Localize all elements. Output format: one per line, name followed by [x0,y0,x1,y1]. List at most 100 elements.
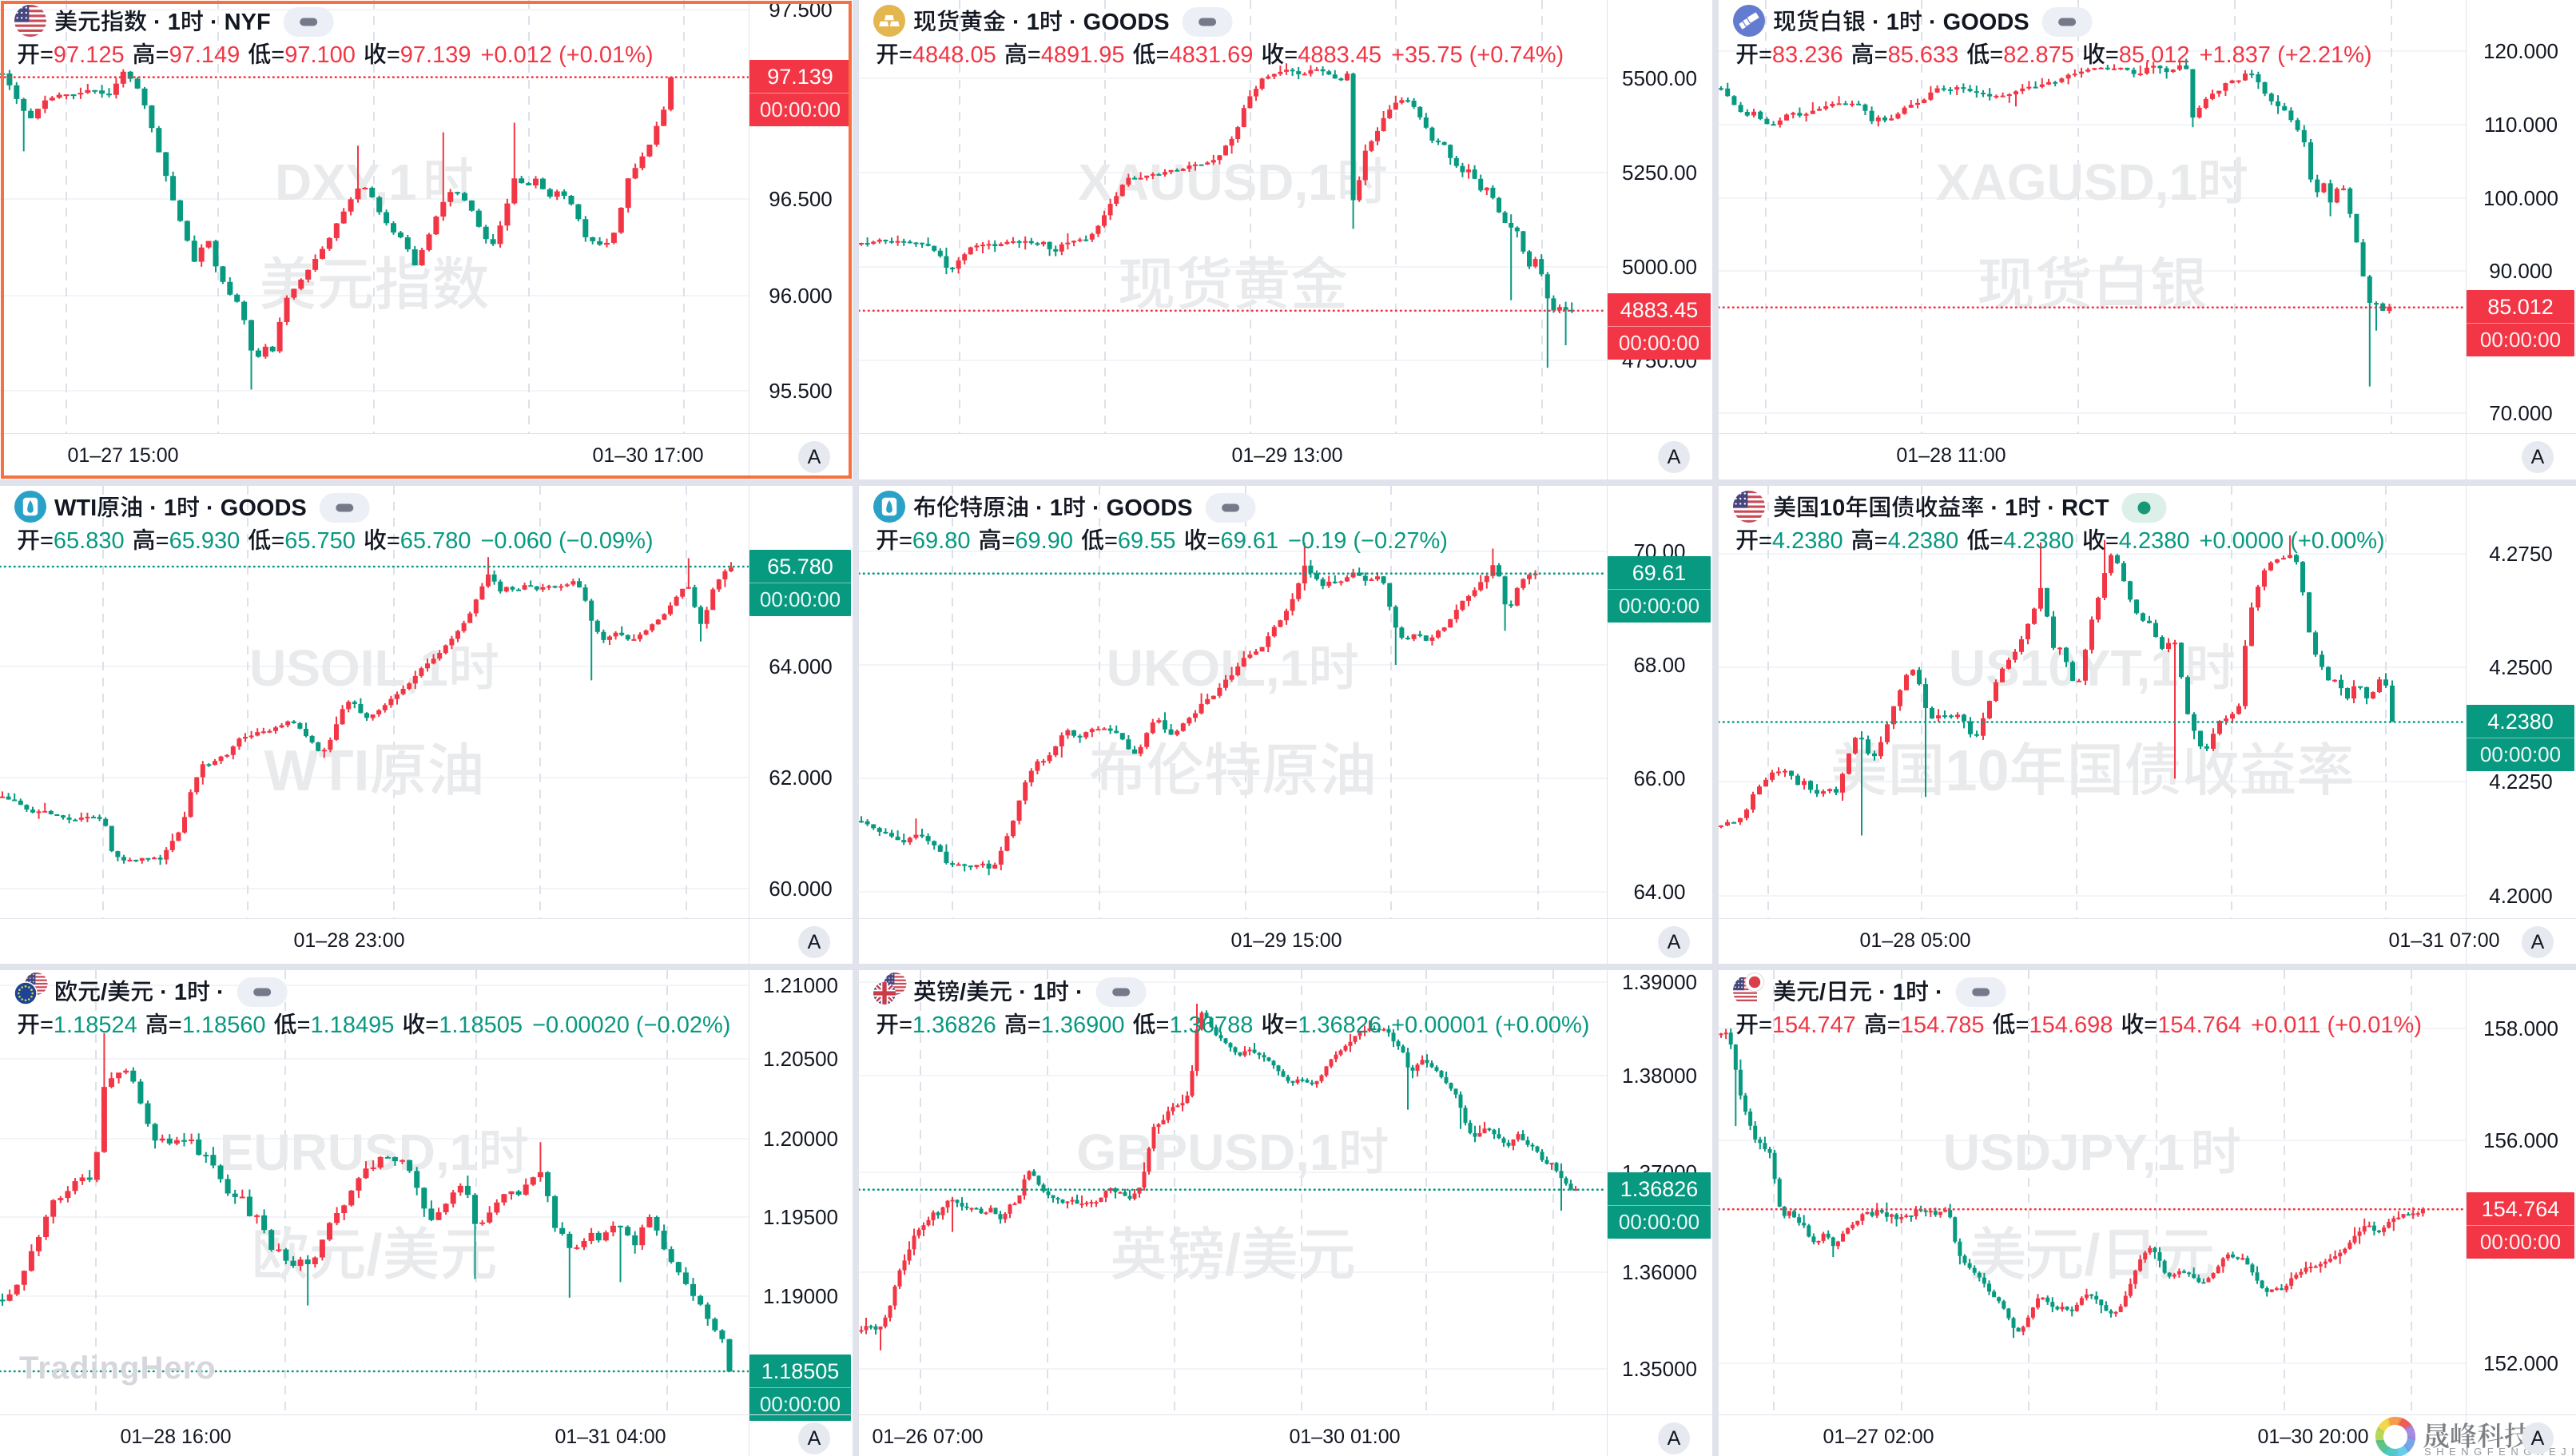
svg-text:=: = [156,528,169,554]
svg-text:97.149: 97.149 [169,42,241,68]
svg-text:=: = [1990,528,2003,554]
svg-text:69.80: 69.80 [912,528,971,554]
svg-text:· NYF: · NYF [204,10,271,35]
svg-text:4848.05: 4848.05 [912,42,996,68]
svg-text:85.633: 85.633 [1888,42,1959,68]
svg-text:=: = [899,1012,912,1038]
svg-text:=: = [2105,42,2119,68]
svg-text:=: = [1002,528,1016,554]
svg-text:83.236: 83.236 [1772,42,1843,68]
svg-text:85.012: 85.012 [2119,42,2190,68]
svg-text:· 1: · 1 [143,495,177,521]
svg-text:·: · [210,980,225,1005]
svg-text:/: / [1819,980,1826,1005]
svg-text:· 1: · 1 [1984,495,2017,521]
svg-text:82.875: 82.875 [2003,42,2074,68]
svg-text:=: = [387,42,400,68]
svg-text:4.2380: 4.2380 [2119,528,2190,554]
svg-text:1.36900: 1.36900 [1041,1012,1125,1038]
svg-text:GBPUSD,1: GBPUSD,1 [1076,1124,1338,1181]
svg-text:97.139: 97.139 [400,42,471,68]
svg-text:· GOODS: · GOODS [200,495,307,521]
svg-text:=: = [1759,528,1772,554]
svg-text:=: = [1990,42,2003,68]
svg-text:SHENGFENGKEJI: SHENGFENGKEJI [2424,1446,2576,1456]
svg-text:−0.00020 (−0.02%): −0.00020 (−0.02%) [532,1012,730,1038]
svg-text:=: = [40,1012,54,1038]
svg-text:=: = [1156,1012,1170,1038]
svg-text:+1.837 (+2.21%): +1.837 (+2.21%) [2200,42,2372,68]
svg-text:· GOODS: · GOODS [1086,495,1193,521]
svg-text:−0.060 (−0.09%): −0.060 (−0.09%) [481,528,654,554]
svg-text:=: = [169,1012,182,1038]
svg-text:69.90: 69.90 [1015,528,1073,554]
svg-text:=: = [425,1012,439,1038]
svg-text:154.764: 154.764 [2157,1012,2241,1038]
svg-text:XAGUSD,1: XAGUSD,1 [1936,153,2197,211]
svg-text:=: = [1874,42,1888,68]
svg-text:69.61: 69.61 [1221,528,1279,554]
svg-text:/: / [367,1223,383,1287]
svg-text:1.18495: 1.18495 [311,1012,395,1038]
svg-text:USOIL,1: USOIL,1 [249,639,448,697]
svg-text:/: / [101,980,107,1005]
svg-text:· GOODS: · GOODS [1063,10,1170,35]
svg-text:=: = [40,528,54,554]
svg-text:=: = [2105,528,2119,554]
svg-text:· 1: · 1 [1029,495,1063,521]
svg-text:· 1: · 1 [147,10,181,35]
svg-text:DXY,1: DXY,1 [275,153,417,211]
svg-text:=: = [2016,1012,2029,1038]
svg-text:EURUSD,1: EURUSD,1 [220,1124,479,1181]
svg-text:=: = [1207,528,1221,554]
svg-text:=: = [1104,528,1118,554]
svg-text:+0.0000 (+0.00%): +0.0000 (+0.00%) [2200,528,2385,554]
svg-text:=: = [899,42,912,68]
svg-text:=: = [1874,528,1888,554]
svg-text:65.750: 65.750 [284,528,356,554]
svg-text:=: = [1028,1012,1041,1038]
svg-text:65.930: 65.930 [169,528,241,554]
svg-text:1.18560: 1.18560 [182,1012,266,1038]
svg-text:·: · [1929,980,1943,1005]
svg-text:=: = [271,42,284,68]
svg-text:=: = [1759,42,1772,68]
svg-text:154.785: 154.785 [1901,1012,1985,1038]
svg-text:· RCT: · RCT [2041,495,2109,521]
svg-text:+0.011 (+0.01%): +0.011 (+0.01%) [2251,1012,2422,1038]
svg-text:=: = [1887,1012,1901,1038]
svg-text:=: = [156,42,169,68]
svg-text:=: = [1284,1012,1298,1038]
svg-text:=: = [1759,1012,1772,1038]
svg-text:·: · [1069,980,1083,1005]
svg-text:1.36826: 1.36826 [1298,1012,1381,1038]
svg-text:−0.19 (−0.27%): −0.19 (−0.27%) [1288,528,1448,554]
svg-text:· 1: · 1 [1866,10,1899,35]
svg-text:154.747: 154.747 [1772,1012,1856,1038]
svg-text:4.2380: 4.2380 [2003,528,2074,554]
svg-text:65.780: 65.780 [400,528,471,554]
svg-text:1.36788: 1.36788 [1170,1012,1254,1038]
svg-text:· GOODS: · GOODS [1922,10,2029,35]
svg-text:=: = [2144,1012,2157,1038]
svg-text:+0.00001 (+0.00%): +0.00001 (+0.00%) [1391,1012,1589,1038]
svg-text:US10YT,1: US10YT,1 [1949,639,2179,697]
svg-text:154.698: 154.698 [2029,1012,2113,1038]
svg-text:=: = [1156,42,1170,68]
svg-text:4891.95: 4891.95 [1041,42,1125,68]
svg-text:· 1: · 1 [1006,10,1040,35]
svg-text:+35.75 (+0.74%): +35.75 (+0.74%) [1391,42,1564,68]
svg-text:WTI: WTI [54,495,97,521]
svg-text:65.830: 65.830 [54,528,125,554]
svg-text:· 1: · 1 [153,980,187,1005]
svg-text:69.55: 69.55 [1118,528,1176,554]
svg-text:97.125: 97.125 [54,42,125,68]
svg-text:UKOIL,1: UKOIL,1 [1107,639,1308,697]
svg-text:/: / [960,980,966,1005]
svg-text:=: = [1284,42,1298,68]
svg-text:4.2380: 4.2380 [1888,528,1959,554]
svg-text:1.36826: 1.36826 [912,1012,996,1038]
svg-text:1.18505: 1.18505 [439,1012,523,1038]
svg-text:1.18524: 1.18524 [54,1012,137,1038]
svg-text:=: = [899,528,912,554]
